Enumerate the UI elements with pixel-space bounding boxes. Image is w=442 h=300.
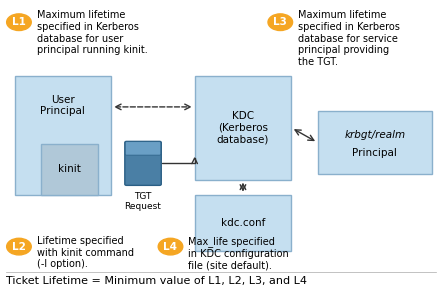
Text: kdc.conf: kdc.conf [221,218,265,228]
FancyBboxPatch shape [41,144,98,195]
Text: krbgt/realm: krbgt/realm [344,130,405,140]
Circle shape [7,238,31,255]
FancyBboxPatch shape [318,111,432,174]
Text: kinit: kinit [58,164,81,174]
Text: Ticket Lifetime = Minimum value of L1, L2, L3, and L4: Ticket Lifetime = Minimum value of L1, L… [6,276,307,286]
Text: Maximum lifetime
specified in Kerberos
database for service
principal providing
: Maximum lifetime specified in Kerberos d… [298,10,400,67]
FancyBboxPatch shape [194,195,291,251]
Text: L2: L2 [12,242,26,252]
Text: L3: L3 [273,17,287,27]
FancyBboxPatch shape [125,141,161,185]
Circle shape [158,238,183,255]
FancyBboxPatch shape [125,142,161,155]
Text: Maximum lifetime
specified in Kerberos
database for user
principal running kinit: Maximum lifetime specified in Kerberos d… [37,10,147,55]
Circle shape [268,14,293,31]
Text: User
Principal: User Principal [40,94,85,116]
FancyBboxPatch shape [15,76,111,195]
Text: L4: L4 [164,242,178,252]
FancyBboxPatch shape [194,76,291,180]
Text: TGT
Request: TGT Request [125,192,161,211]
Text: KDC
(Kerberos
database): KDC (Kerberos database) [217,111,269,144]
Text: Max_life specified
in KDC configuration
file (site default).: Max_life specified in KDC configuration … [188,236,289,270]
Text: L1: L1 [12,17,26,27]
Circle shape [7,14,31,31]
Text: Principal: Principal [352,148,397,158]
Text: Lifetime specified
with kinit command
(-l option).: Lifetime specified with kinit command (-… [37,236,133,269]
